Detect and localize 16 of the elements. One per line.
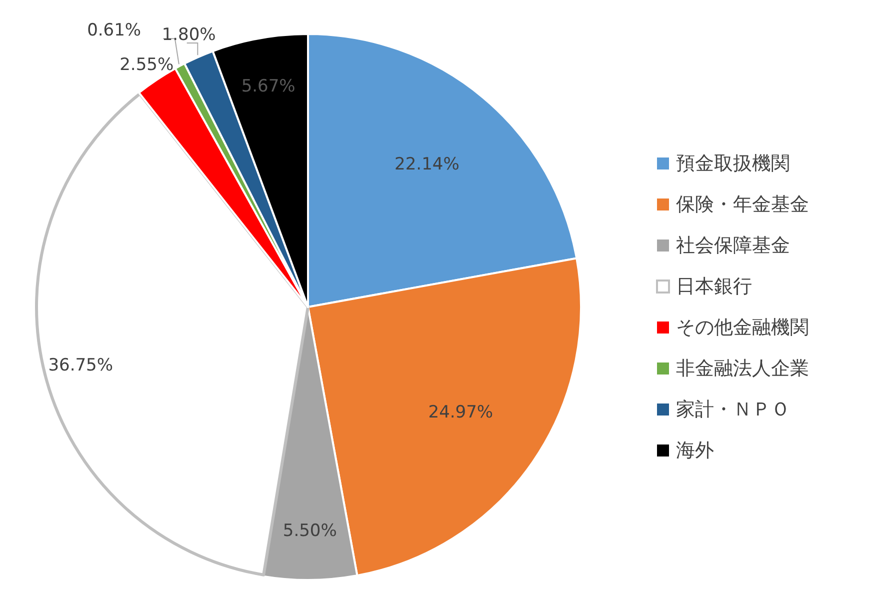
legend-label: その他金融機関 [676, 316, 809, 338]
legend-label: 預金取扱機関 [676, 152, 790, 174]
legend-label: 海外 [676, 440, 714, 462]
data-label: 5.67% [241, 76, 296, 97]
legend-label: 家計・ＮＰＯ [676, 398, 790, 420]
data-label: 1.80% [162, 24, 216, 45]
legend-label: 社会保障基金 [676, 234, 790, 256]
data-label: 0.61% [87, 20, 142, 41]
legend-label: 日本銀行 [676, 276, 752, 298]
data-label: 36.75% [48, 356, 114, 376]
data-label: 24.97% [428, 402, 494, 423]
data-label: 5.50% [282, 520, 337, 541]
legend-label: 非金融法人企業 [676, 358, 809, 380]
data-label: 22.14% [394, 154, 460, 174]
data-label: 2.55% [120, 54, 174, 75]
legend-label: 保険・年金基金 [676, 194, 809, 216]
